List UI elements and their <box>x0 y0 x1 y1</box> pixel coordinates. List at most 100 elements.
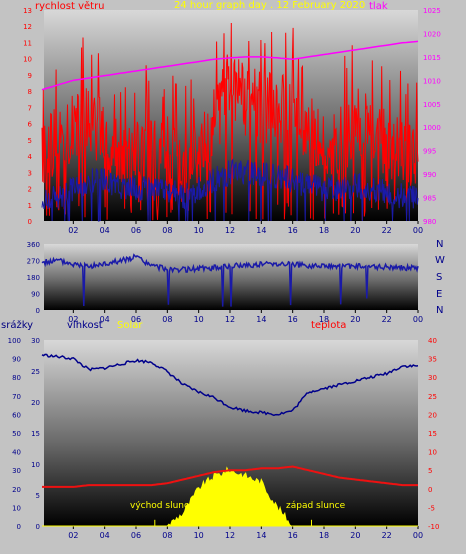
wind-x-tick-label: 00 <box>413 226 423 235</box>
humidity-x-tick-label: 10 <box>194 531 204 540</box>
compass-n-top: N <box>436 239 444 250</box>
wind-y-tick-label: 0 <box>28 218 32 226</box>
wind-y-tick-label: 7 <box>28 104 32 112</box>
temperature-y-tick-label: 0 <box>428 486 432 494</box>
wind-x-tick-label: 16 <box>288 226 298 235</box>
humidity-x-tick-label: 08 <box>162 531 172 540</box>
rain-y-tick-label: 50 <box>12 430 21 438</box>
direction-x-tick-label: 06 <box>131 315 141 324</box>
direction-x-tick-label: 04 <box>100 315 110 324</box>
compass-s: S <box>436 272 443 283</box>
rain-y-tick-label: 70 <box>12 393 21 401</box>
direction-x-tick-label: 18 <box>319 315 329 324</box>
compass-w: W <box>435 255 445 266</box>
humidity-y-tick-label: 30 <box>31 337 40 345</box>
humidity-x-tick-label: 22 <box>382 531 392 540</box>
temperature-y-tick-label: 15 <box>428 430 437 438</box>
humidity-x-tick-label: 04 <box>100 531 110 540</box>
rain-label: srážky <box>1 320 34 331</box>
wind-x-tick-label: 08 <box>162 226 172 235</box>
wind-x-tick-label: 22 <box>382 226 392 235</box>
direction-y-tick-label: 270 <box>27 258 40 266</box>
wind-speed-label: rychlost větru <box>35 1 105 12</box>
title: 24 hour graph day . 12 February 2020 <box>174 0 366 11</box>
direction-y-tick-label: 180 <box>27 274 40 282</box>
rain-y-tick-label: 40 <box>12 449 21 457</box>
wind-y-tick-label: 9 <box>28 72 32 80</box>
pressure-y-tick-label: 1005 <box>423 101 441 109</box>
pressure-y-tick-label: 1010 <box>423 77 441 85</box>
temperature-y-tick-label: 35 <box>428 356 437 364</box>
direction-x-tick-label: 12 <box>225 315 235 324</box>
wind-x-tick-label: 14 <box>256 226 266 235</box>
humidity-series <box>41 353 419 417</box>
temperature-y-tick-label: -10 <box>428 523 439 531</box>
pressure-y-tick-label: 1000 <box>423 124 441 132</box>
humidity-x-tick-label: 02 <box>68 531 78 540</box>
direction-x-tick-label: 14 <box>256 315 266 324</box>
wind-x-tick-label: 20 <box>350 226 360 235</box>
wind-y-tick-label: 3 <box>28 169 32 177</box>
pressure-y-tick-label: 1015 <box>423 54 441 62</box>
sunset-label: západ slunce <box>286 501 346 511</box>
wind-y-tick-label: 4 <box>28 153 33 161</box>
pressure-y-tick-label: 1025 <box>423 7 441 15</box>
direction-y-tick-label: 90 <box>31 291 40 299</box>
temperature-y-tick-label: -5 <box>428 504 435 512</box>
wind-x-tick-label: 10 <box>194 226 204 235</box>
compass-n-bottom: N <box>436 305 444 316</box>
wind-y-tick-label: 11 <box>23 39 32 47</box>
pressure-y-tick-label: 995 <box>423 148 436 156</box>
temperature-y-tick-label: 20 <box>428 411 437 419</box>
humidity-y-tick-label: 25 <box>31 368 40 376</box>
pressure-label: tlak <box>369 1 388 12</box>
humidity-y-tick-label: 10 <box>31 461 40 469</box>
direction-y-tick-label: 360 <box>27 241 40 249</box>
wind-y-tick-label: 12 <box>23 23 32 31</box>
rain-y-tick-label: 60 <box>12 411 21 419</box>
temperature-y-tick-label: 30 <box>428 374 437 382</box>
temperature-label: teplota <box>311 320 347 331</box>
humidity-x-tick-label: 20 <box>350 531 360 540</box>
rain-y-tick-label: 10 <box>12 504 21 512</box>
rain-y-tick-label: 80 <box>12 374 21 382</box>
wind-x-tick-label: 12 <box>225 226 235 235</box>
rain-y-tick-label: 30 <box>12 467 21 475</box>
temperature-y-tick-label: 40 <box>428 337 437 345</box>
direction-x-tick-label: 10 <box>194 315 204 324</box>
direction-x-tick-label: 20 <box>350 315 360 324</box>
temperature-series <box>42 465 418 488</box>
direction-x-tick-label: 08 <box>162 315 172 324</box>
direction-x-tick-label: 16 <box>288 315 298 324</box>
wind-x-tick-label: 18 <box>319 226 329 235</box>
humidity-y-tick-label: 20 <box>31 399 40 407</box>
humidity-x-tick-label: 00 <box>413 531 423 540</box>
wind-y-tick-label: 10 <box>23 56 32 64</box>
humidity-y-tick-label: 5 <box>36 492 40 500</box>
wind-y-tick-label: 8 <box>28 88 32 96</box>
temperature-y-tick-label: 10 <box>428 449 437 457</box>
humidity-x-tick-label: 06 <box>131 531 141 540</box>
sunrise-label: východ slunce <box>130 501 195 511</box>
wind-y-tick-label: 13 <box>23 7 32 15</box>
wind-y-tick-label: 6 <box>28 121 33 129</box>
wind-avg-series <box>41 158 419 222</box>
direction-y-tick-label: 0 <box>36 307 40 315</box>
wind-y-tick-label: 1 <box>28 202 32 210</box>
wind-x-tick-label: 06 <box>131 226 141 235</box>
pressure-series <box>41 40 419 91</box>
wind-y-tick-label: 5 <box>28 137 32 145</box>
humidity-y-tick-label: 15 <box>31 430 40 438</box>
compass-e: E <box>436 289 443 300</box>
humidity-x-tick-label: 14 <box>256 531 266 540</box>
rain-y-tick-label: 90 <box>12 356 21 364</box>
direction-series <box>41 253 419 307</box>
humidity-x-tick-label: 16 <box>288 531 298 540</box>
humidity-label: vlhkost <box>67 320 103 331</box>
pressure-y-tick-label: 980 <box>423 218 436 226</box>
wind-y-tick-label: 2 <box>28 186 32 194</box>
pressure-y-tick-label: 1020 <box>423 30 441 38</box>
wind-x-tick-label: 02 <box>68 226 78 235</box>
